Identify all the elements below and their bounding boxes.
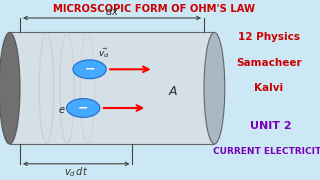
Text: −: − — [78, 102, 88, 114]
Text: $dx$: $dx$ — [105, 5, 119, 17]
Circle shape — [67, 99, 100, 117]
Text: $\vec{v_d}$: $\vec{v_d}$ — [98, 47, 109, 60]
Text: $e$: $e$ — [58, 105, 66, 115]
Circle shape — [73, 60, 106, 79]
Text: MICROSCOPIC FORM OF OHM'S LAW: MICROSCOPIC FORM OF OHM'S LAW — [52, 4, 255, 15]
Text: UNIT 2: UNIT 2 — [250, 121, 291, 131]
Ellipse shape — [0, 32, 20, 144]
Text: −: − — [84, 63, 95, 76]
Text: Samacheer: Samacheer — [236, 58, 302, 68]
Text: $A$: $A$ — [168, 85, 178, 98]
Text: 12 Physics: 12 Physics — [238, 32, 300, 42]
Bar — [10, 32, 214, 144]
Ellipse shape — [204, 32, 225, 144]
Text: $v_d\,dt$: $v_d\,dt$ — [64, 166, 88, 179]
Text: CURRENT ELECTRICITY: CURRENT ELECTRICITY — [213, 147, 320, 156]
Text: Kalvi: Kalvi — [254, 83, 284, 93]
